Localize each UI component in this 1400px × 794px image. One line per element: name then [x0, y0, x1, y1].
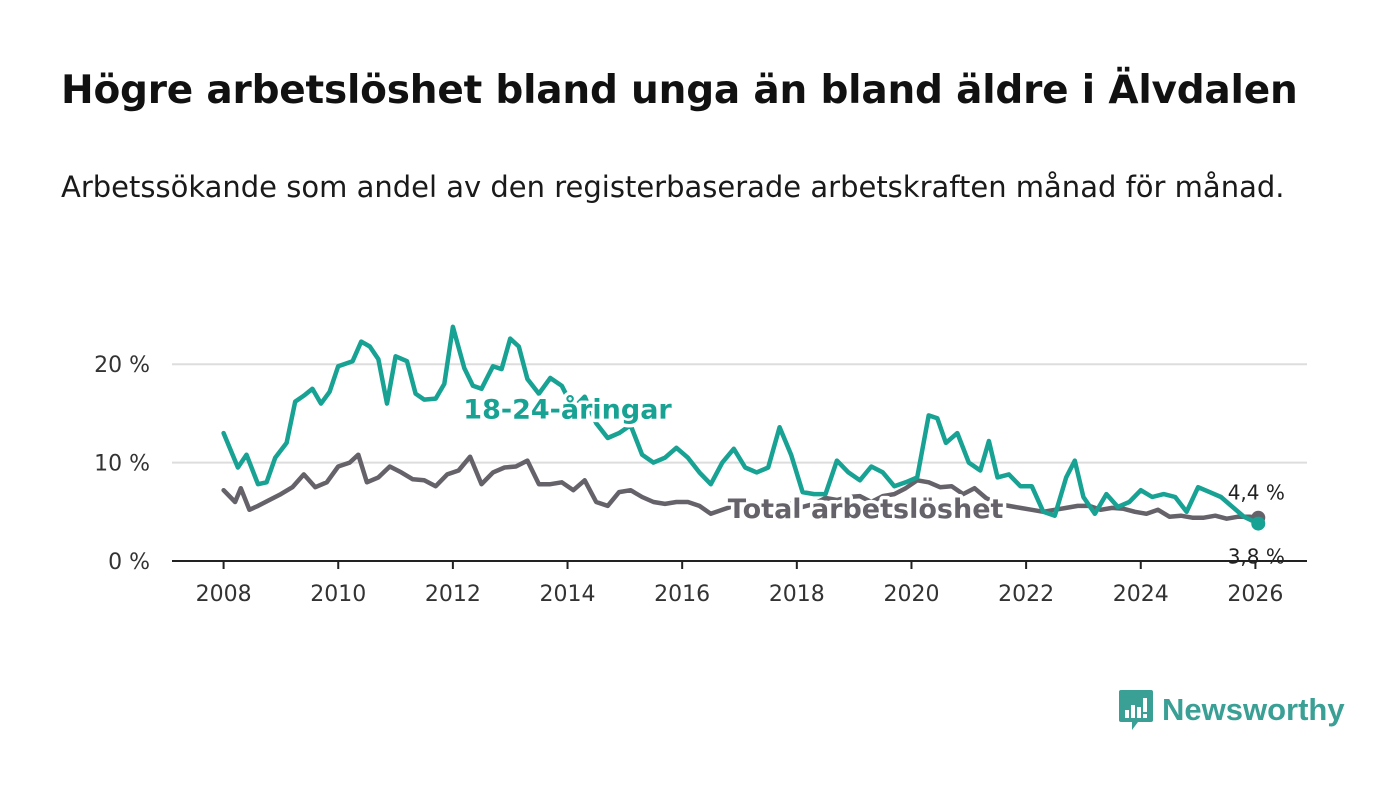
- x-tick-label: 2008: [196, 582, 252, 607]
- end-value-label-total: 4,4 %: [1228, 481, 1285, 505]
- grid-layer: [172, 363, 1307, 464]
- x-tick-label: 2024: [1113, 582, 1169, 607]
- x-tick-label: 2012: [425, 582, 481, 607]
- chart-subtitle: Arbetssökande som andel av den registerb…: [61, 170, 1285, 204]
- x-tick-label: 2026: [1227, 582, 1283, 607]
- series-line-total: [221, 452, 1261, 521]
- newsworthy-logo: Newsworthy: [1118, 688, 1345, 732]
- x-tick-label: 2022: [998, 582, 1054, 607]
- chart-title: Högre arbetslöshet bland unga än bland ä…: [61, 68, 1298, 113]
- y-tick-label: 10 %: [94, 452, 150, 477]
- series-layer: [221, 324, 1266, 531]
- x-tick-label: 2018: [769, 582, 825, 607]
- brand-name: Newsworthy: [1162, 692, 1345, 727]
- line-chart: 0 % 10 % 20 % 2008 2010 2012 2014 2016 2018 2020 2…: [94, 324, 1307, 607]
- end-point-youth: [1251, 516, 1266, 531]
- x-tick-label: 2014: [540, 582, 596, 607]
- x-tick-label: 2020: [883, 582, 939, 607]
- y-tick-label: 20 %: [94, 353, 150, 378]
- y-tick-label: 0 %: [108, 550, 150, 575]
- x-tick-label: 2010: [310, 582, 366, 607]
- series-label-total: Total arbetslöshet: [728, 494, 1004, 525]
- label-layer: 18-24-åringar Total arbetslöshet 3,8 % 4,4 …: [460, 390, 1285, 569]
- newsworthy-logo-icon: [1119, 690, 1153, 730]
- series-line-youth: [221, 324, 1261, 526]
- end-value-label-youth: 3,8 %: [1228, 545, 1285, 569]
- axis-layer: 0 % 10 % 20 % 2008 2010 2012 2014 2016 2018 2020 2…: [94, 353, 1307, 607]
- series-label-youth: 18-24-åringar: [463, 393, 672, 425]
- x-tick-label: 2016: [654, 582, 710, 607]
